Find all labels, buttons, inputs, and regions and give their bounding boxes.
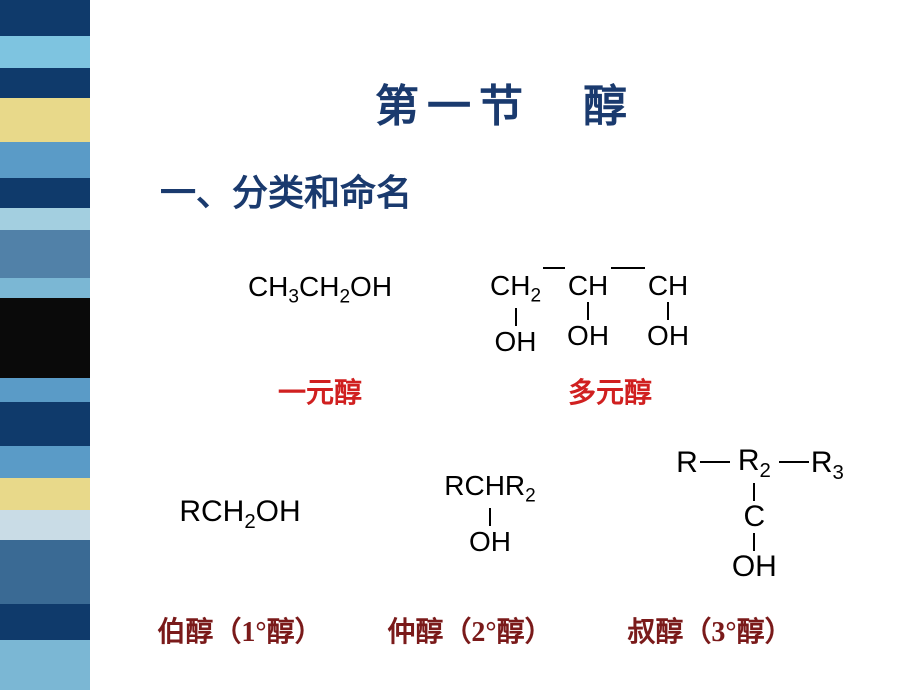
ribbon-segment (0, 208, 90, 230)
ribbon-segment (0, 142, 90, 178)
formula-row-1-labels: 一元醇 多元醇 (100, 371, 910, 411)
ribbon-segment (0, 278, 90, 298)
decorative-ribbon (0, 0, 90, 690)
ribbon-segment (0, 510, 90, 540)
ribbon-segment (0, 540, 90, 604)
primary-alcohol-formula: RCH2OH (140, 495, 340, 534)
tertiary-label: 叔醇（3°醇） (600, 610, 820, 650)
ribbon-segment (0, 378, 90, 402)
section-heading: 一、分类和命名 (160, 164, 910, 216)
secondary-alcohol-formula: RCHR2 OH (400, 471, 580, 557)
ribbon-segment (0, 478, 90, 510)
ethanol-formula: CH3CH2OH (210, 271, 430, 309)
tertiary-alcohol-formula: R R2 C OH R3 (650, 446, 870, 581)
secondary-label: 仲醇（2°醇） (360, 610, 580, 650)
ribbon-segment (0, 604, 90, 640)
formula-row-1: CH3CH2OH CH2 OH CH OH CH OH (100, 271, 910, 357)
ribbon-segment (0, 68, 90, 98)
ribbon-segment (0, 0, 90, 36)
ribbon-segment (0, 178, 90, 208)
monohydric-label: 一元醇 (230, 371, 410, 411)
ribbon-segment (0, 230, 90, 278)
ribbon-segment (0, 446, 90, 478)
formula-row-2: RCH2OH RCHR2 OH R R2 C OH R3 (100, 446, 910, 581)
ribbon-segment (0, 98, 90, 142)
primary-label: 伯醇（1°醇） (130, 610, 350, 650)
glycerol-formula: CH2 OH CH OH CH OH (490, 271, 689, 357)
ribbon-segment (0, 640, 90, 690)
slide-content: 第一节 醇 一、分类和命名 CH3CH2OH CH2 OH CH OH CH (100, 0, 910, 690)
polyhydric-label: 多元醇 (520, 371, 700, 411)
ribbon-segment (0, 36, 90, 68)
ribbon-segment (0, 298, 90, 378)
formula-row-2-labels: 伯醇（1°醇） 仲醇（2°醇） 叔醇（3°醇） (100, 610, 910, 650)
ribbon-segment (0, 402, 90, 446)
slide-title: 第一节 醇 (100, 70, 910, 134)
